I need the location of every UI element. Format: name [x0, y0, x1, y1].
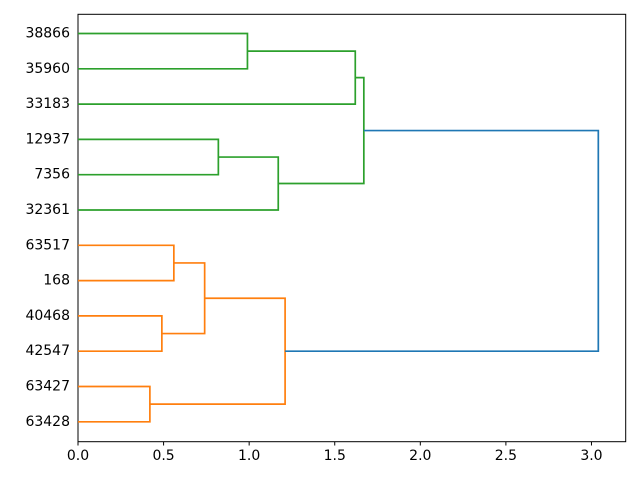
leaf-label: 35960: [25, 61, 70, 77]
x-tick-label: 1.0: [238, 448, 260, 464]
dendrogram-link-orange: [149, 297, 286, 405]
leaf-label: 63517: [25, 237, 70, 253]
dendrogram-link-orange: [161, 262, 206, 335]
plot-frame: [77, 13, 627, 443]
leaf-label: 7356: [34, 167, 70, 183]
dendrogram-link-orange: [78, 315, 163, 353]
x-tick-label: 1.5: [324, 448, 346, 464]
leaf-label: 32361: [25, 202, 70, 218]
dendrogram-link-orange: [78, 385, 151, 423]
leaf-label: 63428: [25, 414, 70, 430]
dendrogram-link-green: [78, 50, 357, 105]
dendrogram-link-orange: [78, 244, 175, 282]
dendrogram-link-green: [78, 156, 280, 211]
leaf-label: 33183: [25, 96, 70, 112]
dendrogram-link-green: [78, 138, 220, 176]
leaf-label: 12937: [25, 131, 70, 147]
dendrogram-link-blue: [285, 129, 600, 353]
dendrogram-link-green: [278, 76, 365, 185]
leaf-label: 40468: [25, 308, 70, 324]
leaf-label: 38866: [25, 26, 70, 42]
x-tick-label: 3.0: [580, 448, 602, 464]
leaf-label: 63427: [25, 379, 70, 395]
leaf-label: 168: [43, 273, 70, 289]
leaf-label: 42547: [25, 343, 70, 359]
x-tick-label: 2.5: [495, 448, 517, 464]
x-tick-label: 0.0: [67, 448, 89, 464]
dendrogram-link-green: [78, 32, 249, 70]
x-tick-label: 0.5: [152, 448, 174, 464]
x-tick-label: 2.0: [409, 448, 431, 464]
